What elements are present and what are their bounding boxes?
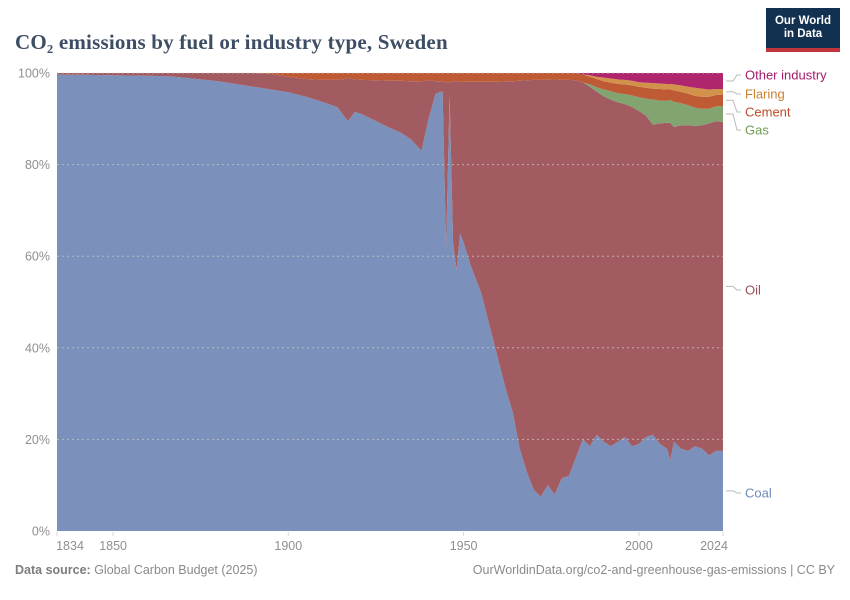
owid-url-link[interactable]: OurWorldinData.org/co2-and-greenhouse-ga… (472, 563, 835, 577)
legend-connector-coal (726, 490, 741, 494)
chart-footer: Data source: Global Carbon Budget (2025)… (0, 563, 850, 577)
y-tick-label-80: 80% (25, 158, 50, 172)
legend-connector-other-industry (726, 74, 741, 82)
legend-connector-cement (726, 99, 741, 113)
legend-label-gas[interactable]: Gas (745, 123, 769, 138)
owid-logo-line1: Our World (774, 15, 831, 27)
legend-connector-oil (726, 285, 741, 291)
license-link[interactable]: OurWorldinData.org/co2-and-greenhouse-ga… (473, 563, 835, 577)
page-title: CO₂ emissions by fuel or industry type, … (15, 30, 448, 55)
legend-label-oil[interactable]: Oil (745, 283, 761, 298)
legend-connector-flaring (726, 91, 741, 95)
x-tick-label-1834: 1834 (56, 539, 84, 553)
area-oil[interactable] (57, 73, 723, 497)
owid-logo-line2: in Data (783, 28, 823, 40)
data-source: Data source: Global Carbon Budget (2025) (15, 563, 258, 577)
legend-connector-gas (726, 113, 741, 131)
area-cement[interactable] (57, 73, 723, 109)
legend-label-cement[interactable]: Cement (745, 105, 791, 120)
x-tick-label-2000: 2000 (625, 539, 653, 553)
area-other-industry[interactable] (57, 73, 723, 90)
owid-logo[interactable]: Our World in Data (766, 8, 840, 52)
x-tick-label-1950: 1950 (450, 539, 478, 553)
legend-label-coal[interactable]: Coal (745, 486, 772, 501)
y-tick-label-100: 100% (18, 67, 50, 81)
data-source-value[interactable]: Global Carbon Budget (2025) (90, 563, 258, 577)
area-gas[interactable] (57, 73, 723, 127)
x-tick-label-2024: 2024 (700, 539, 728, 553)
legend-label-flaring[interactable]: Flaring (745, 87, 785, 102)
y-tick-label-20: 20% (25, 433, 50, 447)
data-source-label: Data source: (15, 563, 91, 577)
legend-label-other-industry[interactable]: Other industry (745, 68, 827, 83)
x-tick-label-1900: 1900 (274, 539, 302, 553)
y-tick-label-0: 0% (32, 525, 50, 539)
area-coal[interactable] (57, 74, 723, 532)
y-tick-label-60: 60% (25, 250, 50, 264)
x-tick-label-1850: 1850 (99, 539, 127, 553)
y-tick-label-40: 40% (25, 341, 50, 355)
